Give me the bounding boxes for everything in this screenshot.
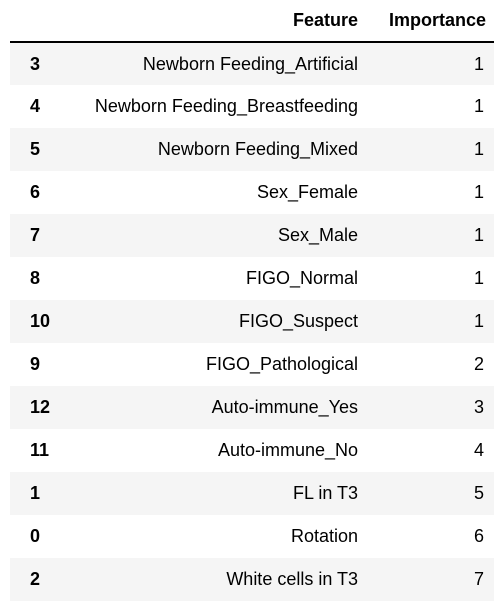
row-index: 4 <box>30 96 41 116</box>
row-index: 2 <box>30 569 41 589</box>
feature-cell: Newborn Feeding_Mixed <box>157 139 359 159</box>
feature-cell: Sex_Male <box>277 225 359 245</box>
row-index: 11 <box>30 440 50 460</box>
row-index: 0 <box>30 526 41 546</box>
table-row: 6 Sex_Female 1 <box>10 171 495 214</box>
feature-importance-table: Feature Importance 3 Newborn Feeding_Arti… <box>10 0 495 601</box>
importance-cell: 7 <box>474 569 485 589</box>
importance-cell: 1 <box>474 225 485 245</box>
feature-cell: Sex_Female <box>256 182 359 202</box>
feature-cell: Auto-immune_No <box>217 440 359 460</box>
importance-cell: 1 <box>474 182 485 202</box>
feature-cell: Rotation <box>290 526 359 546</box>
importance-cell: 4 <box>474 440 485 460</box>
row-index: 12 <box>30 397 51 417</box>
table-row: 3 Newborn Feeding_Artificial 1 <box>10 42 495 85</box>
importance-cell: 5 <box>474 483 485 503</box>
row-index: 3 <box>30 53 41 74</box>
importance-cell: 2 <box>474 354 485 374</box>
importance-cell: 1 <box>474 268 485 288</box>
table-row: 12 Auto-immune_Yes 3 <box>10 386 495 429</box>
importance-column-header: Importance <box>366 0 495 43</box>
table-row: 5 Newborn Feeding_Mixed 1 <box>10 128 495 171</box>
table-row: 8 FIGO_Normal 1 <box>10 257 495 300</box>
feature-cell: FIGO_Suspect <box>238 311 359 331</box>
feature-column-header: Feature <box>58 0 367 43</box>
table-row: 1 FL in T3 5 <box>10 472 495 515</box>
header-row: Feature Importance <box>10 0 495 43</box>
importance-cell: 1 <box>474 311 485 331</box>
row-index: 9 <box>30 354 41 374</box>
importance-cell: 1 <box>474 139 485 159</box>
table-row: 0 Rotation 6 <box>10 515 495 558</box>
importance-cell: 6 <box>474 526 485 546</box>
row-index: 7 <box>30 225 41 245</box>
row-index: 10 <box>30 311 51 331</box>
row-index: 6 <box>30 182 41 202</box>
table-row: 4 Newborn Feeding_Breastfeeding 1 <box>10 85 495 128</box>
table-row: 9 FIGO_Pathological 2 <box>10 343 495 386</box>
feature-cell: Newborn Feeding_Artificial <box>142 53 359 74</box>
importance-cell: 1 <box>474 53 485 74</box>
feature-cell: FIGO_Pathological <box>205 354 359 374</box>
feature-cell: Auto-immune_Yes <box>211 397 359 417</box>
importance-cell: 3 <box>474 397 485 417</box>
feature-cell: FL in T3 <box>293 483 359 503</box>
table-body: 3 Newborn Feeding_Artificial 1 4 Newborn Fee… <box>10 42 495 601</box>
row-index: 1 <box>30 483 41 503</box>
row-index: 5 <box>30 139 41 159</box>
feature-cell: Newborn Feeding_Breastfeeding <box>94 96 359 116</box>
feature-cell: White cells in T3 <box>226 569 359 589</box>
index-column-header <box>10 0 59 43</box>
table-row: 2 White cells in T3 7 <box>10 558 495 601</box>
importance-cell: 1 <box>474 96 485 116</box>
feature-cell: FIGO_Normal <box>246 268 359 288</box>
row-index: 8 <box>30 268 41 288</box>
table-header: Feature Importance <box>10 0 495 43</box>
table-row: 10 FIGO_Suspect 1 <box>10 300 495 343</box>
table-row: 7 Sex_Male 1 <box>10 214 495 257</box>
table-row: 11 Auto-immune_No 4 <box>10 429 495 472</box>
